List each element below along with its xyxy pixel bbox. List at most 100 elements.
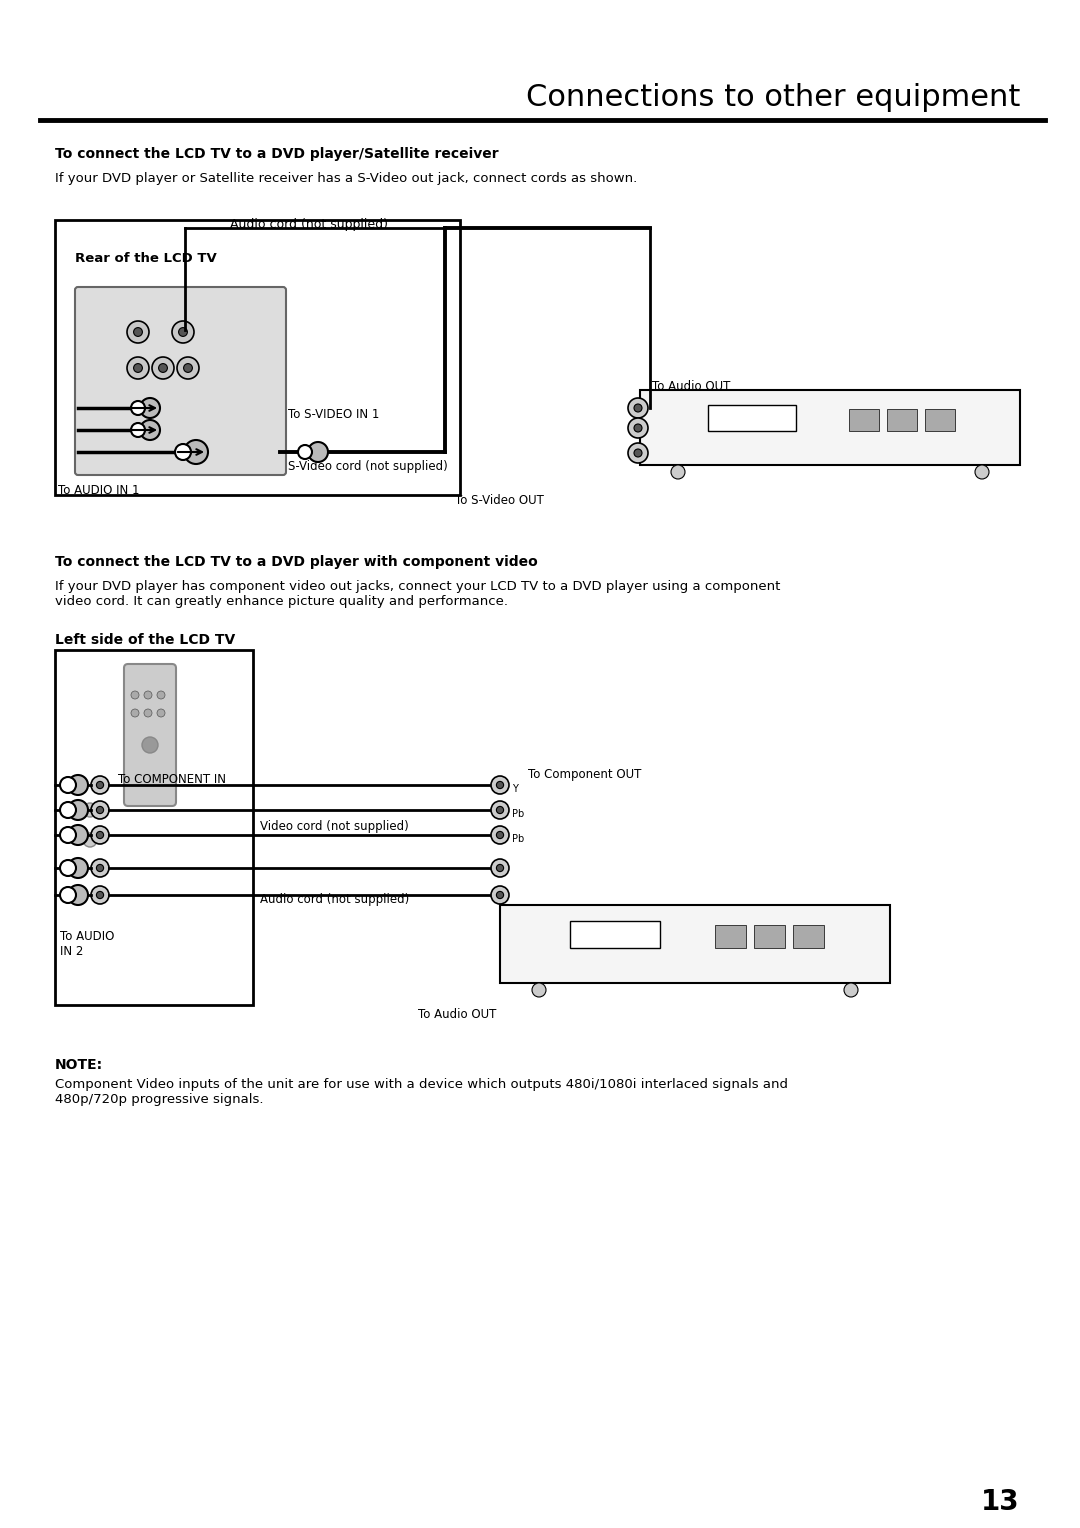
Circle shape (140, 397, 160, 419)
Circle shape (60, 860, 76, 876)
Circle shape (491, 801, 509, 819)
Circle shape (60, 886, 76, 903)
Circle shape (532, 983, 546, 996)
FancyBboxPatch shape (75, 287, 286, 475)
Circle shape (60, 802, 76, 817)
Text: To S-VIDEO IN 1: To S-VIDEO IN 1 (288, 408, 379, 422)
Text: To AUDIO IN 1: To AUDIO IN 1 (58, 484, 139, 497)
Text: Video cord (not supplied): Video cord (not supplied) (260, 821, 408, 833)
Bar (793, 924, 824, 947)
Text: To connect the LCD TV to a DVD player with component video: To connect the LCD TV to a DVD player wi… (55, 555, 538, 568)
Circle shape (178, 327, 188, 336)
Circle shape (497, 807, 503, 813)
Circle shape (184, 440, 208, 465)
Circle shape (491, 859, 509, 877)
Circle shape (131, 709, 139, 717)
Circle shape (172, 321, 194, 342)
Circle shape (68, 825, 87, 845)
Bar (754, 924, 785, 947)
Text: Pb: Pb (512, 834, 524, 843)
Circle shape (131, 423, 145, 437)
Circle shape (627, 419, 648, 439)
Circle shape (68, 775, 87, 795)
Circle shape (68, 859, 87, 879)
Text: Audio cord (not supplied): Audio cord (not supplied) (230, 219, 388, 231)
Circle shape (975, 465, 989, 478)
Circle shape (157, 691, 165, 698)
Circle shape (308, 442, 328, 461)
Circle shape (497, 831, 503, 839)
Circle shape (298, 445, 312, 458)
Circle shape (634, 403, 642, 413)
Circle shape (491, 827, 509, 843)
Bar (640, 390, 1020, 465)
Circle shape (141, 736, 158, 753)
Circle shape (91, 801, 109, 819)
Circle shape (627, 443, 648, 463)
Bar (570, 920, 660, 947)
Text: Component Video inputs of the unit are for use with a device which outputs 480i/: Component Video inputs of the unit are f… (55, 1077, 788, 1106)
Circle shape (144, 709, 152, 717)
FancyBboxPatch shape (124, 665, 176, 805)
Bar (887, 410, 917, 431)
Text: 13: 13 (982, 1488, 1020, 1516)
Text: To S-Video OUT: To S-Video OUT (455, 494, 544, 507)
Text: Connections to other equipment: Connections to other equipment (526, 83, 1020, 112)
Circle shape (60, 827, 76, 843)
Circle shape (152, 358, 174, 379)
Circle shape (131, 400, 145, 416)
Text: Left side of the LCD TV: Left side of the LCD TV (55, 633, 235, 646)
Circle shape (127, 321, 149, 342)
Circle shape (96, 831, 104, 839)
Circle shape (671, 465, 685, 478)
Text: Y: Y (512, 784, 518, 795)
Bar (715, 924, 745, 947)
Circle shape (497, 865, 503, 871)
Circle shape (184, 364, 192, 373)
Circle shape (627, 397, 648, 419)
Text: Audio cord (not supplied): Audio cord (not supplied) (260, 892, 409, 906)
Circle shape (91, 827, 109, 843)
Text: To Audio OUT: To Audio OUT (652, 380, 730, 393)
Circle shape (634, 449, 642, 457)
Circle shape (96, 891, 104, 898)
Circle shape (497, 891, 503, 898)
Circle shape (96, 807, 104, 813)
Circle shape (144, 691, 152, 698)
Circle shape (843, 983, 858, 996)
Text: If your DVD player or Satellite receiver has a S-Video out jack, connect cords a: If your DVD player or Satellite receiver… (55, 173, 637, 185)
Text: If your DVD player has component video out jacks, connect your LCD TV to a DVD p: If your DVD player has component video o… (55, 581, 781, 608)
Bar (708, 405, 796, 431)
Bar (924, 410, 956, 431)
Circle shape (96, 865, 104, 871)
Bar (849, 410, 879, 431)
Circle shape (83, 804, 97, 817)
Circle shape (91, 886, 109, 905)
Circle shape (157, 709, 165, 717)
Circle shape (497, 781, 503, 788)
Text: To connect the LCD TV to a DVD player/Satellite receiver: To connect the LCD TV to a DVD player/Sa… (55, 147, 499, 160)
Circle shape (134, 327, 143, 336)
Circle shape (177, 358, 199, 379)
Circle shape (491, 776, 509, 795)
Circle shape (91, 776, 109, 795)
Text: To Audio OUT: To Audio OUT (418, 1008, 497, 1021)
Circle shape (140, 420, 160, 440)
Text: Pb: Pb (512, 808, 524, 819)
Text: To COMPONENT IN: To COMPONENT IN (118, 773, 226, 785)
Text: Rear of the LCD TV: Rear of the LCD TV (75, 252, 217, 264)
Circle shape (159, 364, 167, 373)
Circle shape (91, 859, 109, 877)
Bar (500, 905, 890, 983)
Circle shape (634, 423, 642, 432)
Circle shape (96, 781, 104, 788)
Circle shape (83, 833, 97, 847)
Circle shape (134, 364, 143, 373)
Text: NOTE:: NOTE: (55, 1057, 103, 1073)
Circle shape (68, 801, 87, 821)
Circle shape (491, 886, 509, 905)
Circle shape (175, 445, 191, 460)
Bar (55, 649, 253, 1005)
Bar (55, 220, 460, 495)
Circle shape (127, 358, 149, 379)
